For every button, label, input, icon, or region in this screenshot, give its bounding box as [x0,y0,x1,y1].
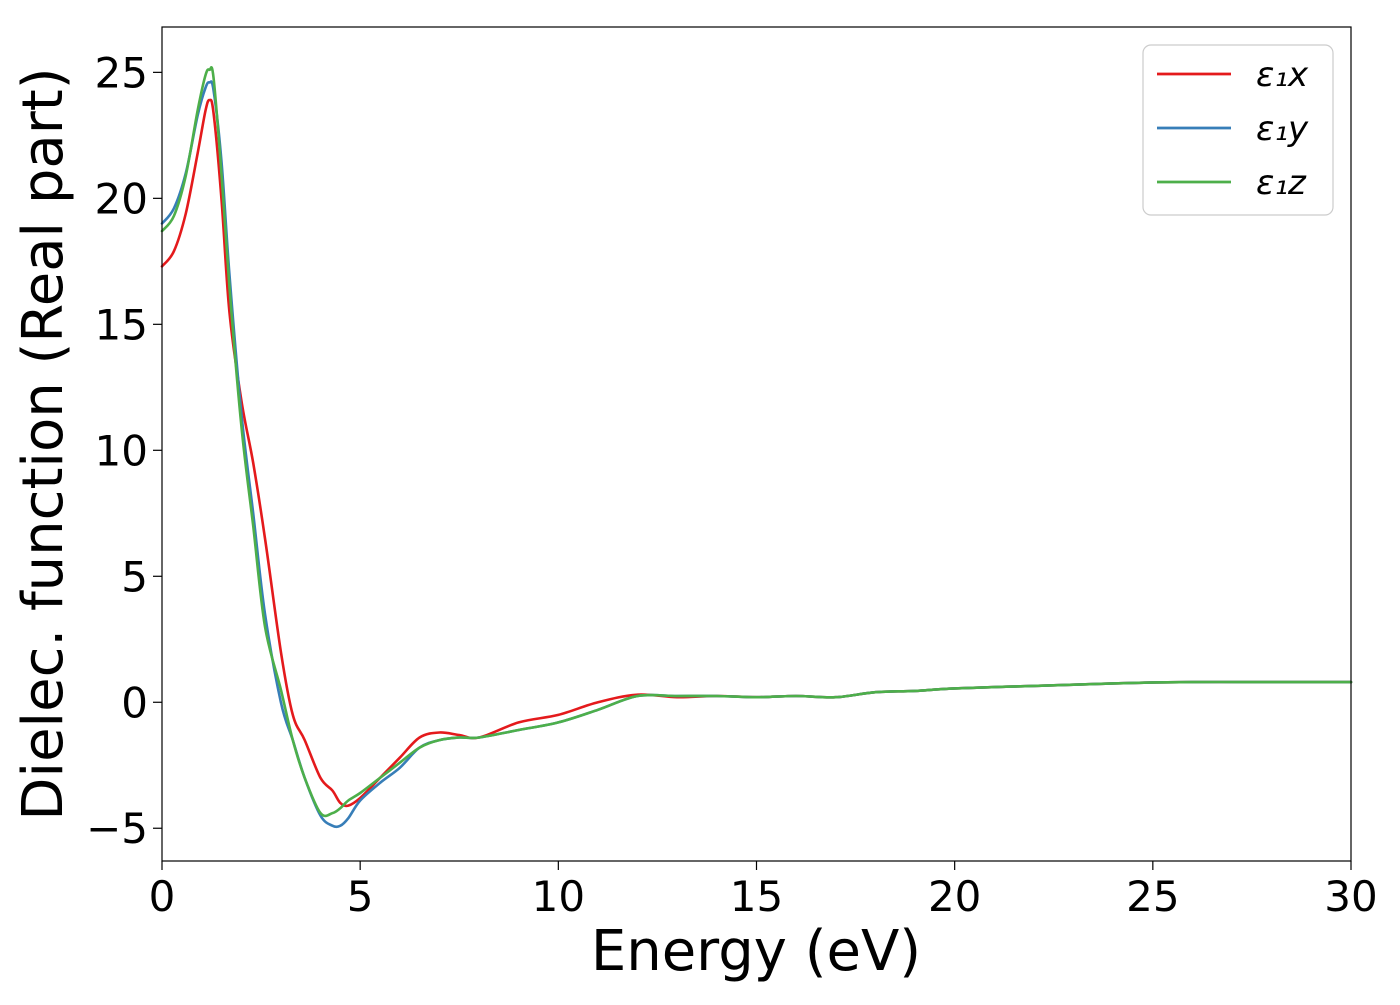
y-tick-label: 10 [95,426,148,475]
legend-label-2: ε₁y [1256,109,1309,149]
legend-label-3: ε₁z [1256,163,1307,203]
y-tick-label: 15 [95,300,148,349]
legend-items: ε₁x ε₁y ε₁z [1157,55,1309,203]
x-tick-label: 30 [1324,872,1377,921]
legend-label-1: ε₁x [1256,55,1309,95]
y-tick-label: 25 [95,48,148,97]
x-tick-label: 25 [1126,872,1179,921]
x-axis-title: Energy (eV) [591,919,921,984]
y-tick-label: 20 [95,174,148,223]
x-tick-label: 5 [347,872,374,921]
y-axis-ticks: −5 0 5 10 15 20 25 [86,48,162,853]
x-tick-label: 10 [532,872,585,921]
x-tick-label: 20 [928,872,981,921]
x-tick-label: 15 [730,872,783,921]
x-axis-ticks: 0 5 10 15 20 25 30 [149,861,1378,921]
series-line-3 [160,66,1353,818]
y-tick-label: 0 [121,678,148,727]
legend: ε₁x ε₁y ε₁z [1142,44,1334,216]
y-tick-label: 5 [121,552,148,601]
y-tick-label: −5 [86,804,148,853]
series-layer [160,66,1353,829]
legend-box [1142,44,1334,216]
y-axis-title: Dielec. function (Real part) [11,67,76,820]
x-tick-label: 0 [149,872,176,921]
